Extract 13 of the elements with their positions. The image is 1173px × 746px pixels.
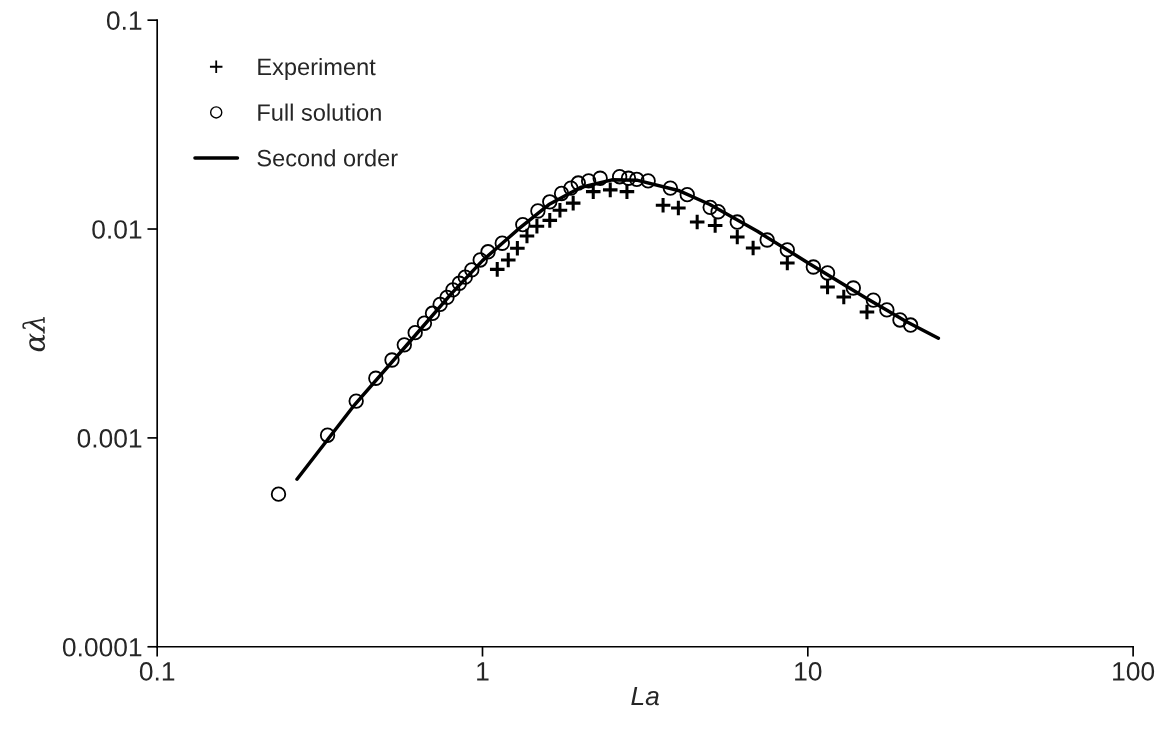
y-tick-label: 0.001	[77, 429, 142, 448]
x-axis-title: La	[631, 686, 659, 706]
y-tick-label: 0.01	[92, 220, 142, 239]
x-tick-label: 0.1	[139, 662, 175, 681]
x-tick-label: 1	[477, 662, 489, 681]
x-tick-label: 10	[795, 662, 822, 681]
legend-label: Full solution	[258, 103, 381, 121]
y-axis-title: αλ	[22, 317, 46, 352]
legend-label: Second order	[257, 149, 398, 167]
legend-label: Experiment	[258, 57, 376, 80]
x-tick-label: 100	[1113, 662, 1155, 681]
y-tick-label: 0.0001	[62, 637, 142, 657]
y-tick-label: 0.1	[106, 11, 142, 30]
